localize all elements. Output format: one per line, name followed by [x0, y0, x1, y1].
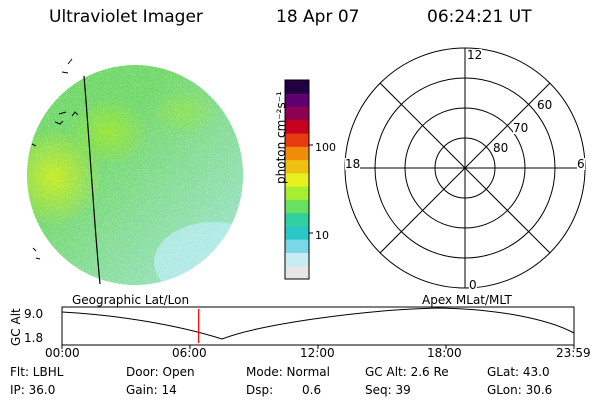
status-glat: GLat: 43.0: [487, 365, 550, 379]
mlat-label-60: 60: [537, 98, 553, 112]
colorbar-segment: [285, 106, 309, 121]
orbit-x-tick-1200: 12:00: [300, 346, 335, 360]
instrument-title: Ultraviolet Imager: [49, 7, 203, 27]
colorbar-segment: [285, 133, 309, 147]
orbit-altitude-plot: [61, 306, 575, 349]
mlt-label-0: 0: [469, 278, 477, 292]
mlt-label-18: 18: [345, 157, 361, 171]
colorbar-segment: [285, 93, 309, 108]
mlt-label-12: 12: [467, 48, 483, 62]
orbit-x-tick-2359: 23:59: [556, 346, 591, 360]
colorbar-segment: [285, 199, 309, 214]
status-ip: IP: 36.0: [10, 383, 56, 397]
status-glon: GLon: 30.6: [487, 383, 553, 397]
terminator-line: [83, 75, 101, 285]
colorbar-segment: [285, 172, 309, 187]
orbit-altitude-curve: [61, 307, 575, 340]
orbit-y-axis-label: GC Alt: [9, 308, 23, 346]
status-gain: Gain: 14: [126, 383, 177, 397]
colorbar-segment: [285, 252, 309, 267]
colorbar-unit-label: photon cm⁻²s⁻¹: [274, 91, 288, 184]
orbit-x-tick-1800: 18:00: [427, 346, 462, 360]
observation-date: 18 Apr 07: [276, 7, 360, 27]
status-mode: Mode: Normal: [246, 365, 330, 379]
orbit-caption-apex: Apex MLat/MLT: [422, 293, 512, 307]
colorbar-segment: [285, 159, 309, 174]
status-seq: Seq: 39: [365, 383, 411, 397]
mlat-label-70: 70: [513, 121, 529, 135]
orbit-plot-frame: [61, 306, 575, 346]
auroral-image: [27, 58, 243, 285]
colorbar-segment: [285, 265, 309, 280]
orbit-x-tick-0000: 00:00: [45, 346, 80, 360]
colorbar-segment: [285, 212, 309, 227]
mlat-label-80: 80: [493, 141, 509, 155]
orbit-y-tick-max: 9.0: [24, 307, 44, 321]
mlt-label-6: 6: [577, 157, 585, 171]
coastline-fragments: [31, 58, 79, 260]
orbit-caption-geographic: Geographic Lat/Lon: [72, 293, 190, 307]
status-dsp-label: Dsp:: [246, 383, 274, 397]
colorbar-tick-10: 10: [315, 229, 329, 242]
colorbar-segment: [285, 80, 309, 94]
colorbar-segment: [285, 146, 309, 161]
orbit-y-tick-min: 1.8: [24, 331, 44, 345]
status-door: Door: Open: [126, 365, 195, 379]
colorbar-tick-100: 100: [315, 141, 336, 154]
status-filter: Flt: LBHL: [10, 365, 64, 379]
polar-grid: [344, 47, 586, 289]
colorbar-segment: [285, 186, 309, 200]
colorbar: [284, 79, 313, 280]
colorbar-segment: [285, 119, 309, 134]
colorbar-segment: [285, 239, 309, 253]
observation-time: 06:24:21 UT: [427, 7, 532, 27]
orbit-x-tick-0600: 06:00: [172, 346, 207, 360]
status-dsp-value: 0.6: [302, 383, 322, 397]
status-gc-alt: GC Alt: 2.6 Re: [365, 365, 449, 379]
colorbar-segment: [285, 225, 309, 240]
